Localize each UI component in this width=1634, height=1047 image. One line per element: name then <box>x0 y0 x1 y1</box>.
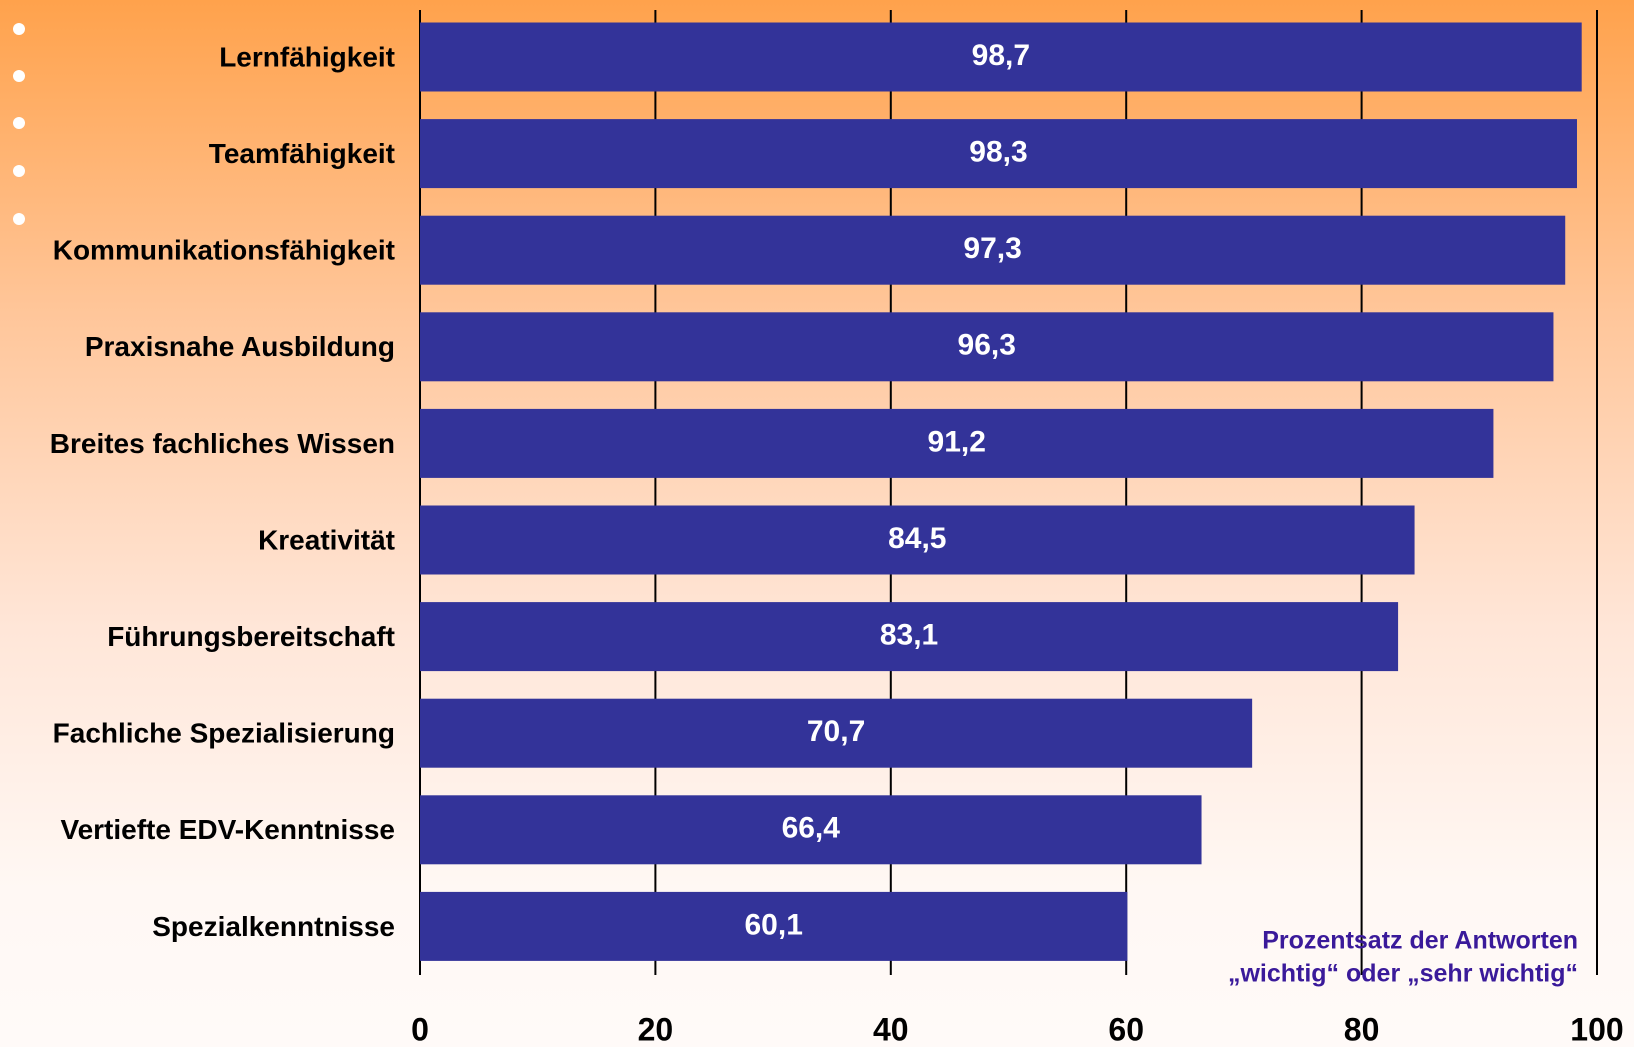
annotation: Prozentsatz der Antworten <box>1262 927 1578 955</box>
y-tick-label: Breites fachliches Wissen <box>50 428 395 459</box>
bar <box>420 602 1399 672</box>
y-tick-label: Lernfähigkeit <box>219 41 395 72</box>
data-label: 98,3 <box>969 136 1027 169</box>
data-label: 96,3 <box>958 329 1016 362</box>
bar <box>420 698 1253 768</box>
data-label: 97,3 <box>963 232 1021 265</box>
data-label: 70,7 <box>807 715 865 748</box>
bar <box>420 215 1566 285</box>
data-label: 83,1 <box>880 619 938 652</box>
x-tick-label: 80 <box>1344 1011 1380 1047</box>
bullets <box>13 23 25 225</box>
data-label: 84,5 <box>888 522 946 555</box>
x-tick-label: 40 <box>873 1011 909 1047</box>
data-label: 60,1 <box>744 908 802 941</box>
x-tick-label: 100 <box>1570 1011 1623 1047</box>
bar <box>420 22 1582 92</box>
bar <box>420 505 1415 575</box>
y-tick-label: Kreativität <box>258 524 395 555</box>
x-tick-label: 20 <box>638 1011 674 1047</box>
x-tick-label: 0 <box>411 1011 429 1047</box>
annotation: „wichtig“ oder „sehr wichtig“ <box>1228 960 1578 988</box>
bar <box>420 891 1128 961</box>
y-tick-label: Spezialkenntnisse <box>152 911 395 942</box>
data-label: 66,4 <box>782 812 841 845</box>
x-tick-label: 60 <box>1108 1011 1144 1047</box>
bar <box>420 795 1202 865</box>
bar <box>420 408 1494 478</box>
y-tick-label: Kommunikationsfähigkeit <box>53 235 395 266</box>
y-tick-label: Führungsbereitschaft <box>107 621 395 652</box>
y-tick-label: Vertiefte EDV-Kenntnisse <box>60 814 395 845</box>
bar <box>420 312 1554 382</box>
bar <box>420 119 1577 189</box>
y-tick-label: Teamfähigkeit <box>209 138 395 169</box>
y-tick-label: Praxisnahe Ausbildung <box>85 331 395 362</box>
data-label: 98,7 <box>972 39 1030 72</box>
data-label: 91,2 <box>928 425 986 458</box>
y-tick-label: Fachliche Spezialisierung <box>53 718 395 749</box>
